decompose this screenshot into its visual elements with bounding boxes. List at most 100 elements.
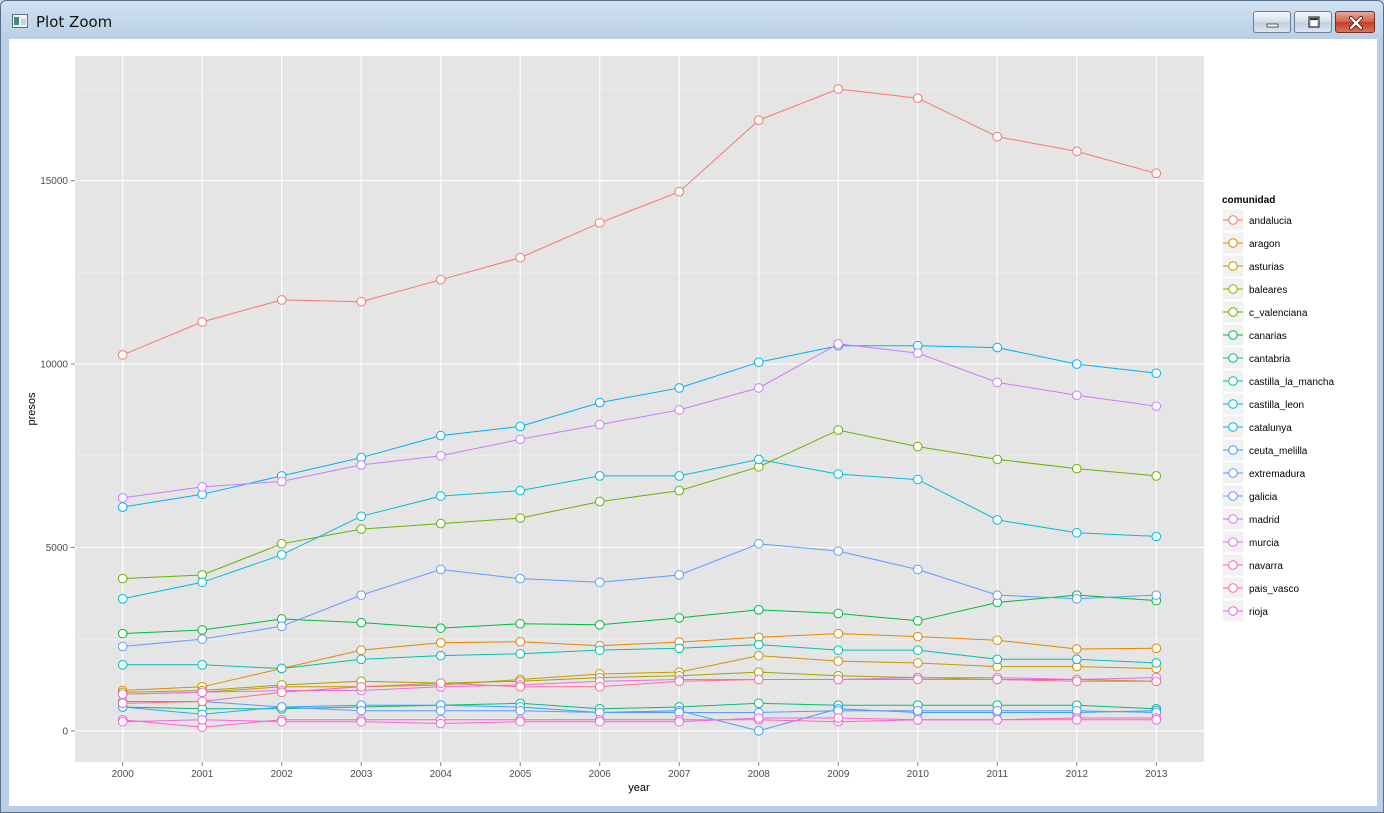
- series-pais-vasco: [117, 674, 1162, 709]
- legend-label: rioja: [1249, 607, 1268, 618]
- data-point: [912, 705, 923, 716]
- data-point: [276, 295, 287, 305]
- data-point: [1151, 531, 1162, 542]
- series-galicia: [117, 538, 1162, 652]
- data-point: [753, 726, 764, 736]
- legend-key-point: [1228, 353, 1238, 363]
- title-bar[interactable]: Plot Zoom: [1, 1, 1383, 41]
- data-point: [992, 674, 1003, 685]
- data-point: [276, 716, 287, 727]
- legend-label: pais_vasco: [1249, 584, 1299, 595]
- data-point: [356, 705, 367, 716]
- data-point: [435, 491, 446, 501]
- data-point: [674, 186, 685, 197]
- data-point: [435, 623, 446, 633]
- data-point: [674, 570, 685, 580]
- legend-label: baleares: [1249, 285, 1287, 296]
- data-point: [515, 252, 526, 263]
- legend: andalucia aragon asturias baleares c_valenci…: [1221, 208, 1334, 623]
- data-point: [992, 590, 1003, 600]
- data-point: [912, 93, 923, 103]
- data-point: [594, 645, 605, 655]
- data-point: [674, 471, 685, 481]
- legend-label: c_valenciana: [1249, 308, 1308, 319]
- data-point: [356, 511, 367, 522]
- data-point: [912, 474, 923, 485]
- data-point: [197, 687, 208, 698]
- data-point: [1151, 168, 1162, 179]
- data-point: [117, 698, 128, 709]
- data-point: [356, 590, 367, 600]
- data-point: [753, 383, 764, 393]
- data-point: [276, 621, 287, 632]
- data-point: [197, 625, 208, 635]
- close-button[interactable]: [1335, 11, 1375, 33]
- data-point: [674, 643, 685, 654]
- data-point: [753, 639, 764, 650]
- legend-item-asturias: asturias: [1221, 254, 1284, 278]
- x-tick-label: 2005: [509, 769, 532, 780]
- x-tick-label: 2009: [827, 769, 850, 780]
- y-axis-title: presos: [26, 392, 38, 426]
- data-point: [594, 577, 605, 588]
- data-point: [515, 716, 526, 727]
- series-line: [122, 345, 1157, 508]
- legend-item-baleares: baleares: [1221, 277, 1287, 301]
- data-point: [674, 405, 685, 415]
- data-point: [117, 350, 128, 360]
- data-point: [912, 645, 923, 655]
- data-point: [117, 641, 128, 652]
- legend-item-extremadura: extremadura: [1221, 461, 1306, 485]
- legend-label: navarra: [1249, 561, 1283, 572]
- data-point: [753, 115, 764, 125]
- data-point: [753, 538, 764, 549]
- minimize-button[interactable]: [1253, 11, 1291, 33]
- data-point: [674, 383, 685, 393]
- data-point: [117, 593, 128, 604]
- data-point: [197, 634, 208, 644]
- y-tick-label: 10000: [40, 360, 68, 371]
- legend-key-point: [1228, 261, 1238, 271]
- panel-background: [75, 56, 1204, 762]
- data-point: [912, 441, 923, 452]
- data-point: [515, 421, 526, 432]
- legend-label: canarias: [1249, 331, 1287, 342]
- grid-lines: [75, 56, 1204, 762]
- x-tick-label: 2000: [112, 769, 135, 780]
- data-point: [833, 656, 844, 666]
- legend-key-point: [1228, 330, 1238, 340]
- legend-label: asturias: [1249, 262, 1284, 273]
- data-point: [435, 650, 446, 661]
- legend-item-catalunya: catalunya: [1221, 415, 1292, 439]
- data-point: [117, 628, 128, 639]
- x-tick-label: 2013: [1145, 769, 1168, 780]
- data-point: [833, 469, 844, 479]
- data-point: [992, 654, 1003, 665]
- series-castilla-la-mancha: [117, 639, 1162, 674]
- data-point: [992, 377, 1003, 388]
- data-point: [1151, 676, 1162, 687]
- data-point: [515, 682, 526, 692]
- data-point: [1071, 359, 1082, 369]
- maximize-button[interactable]: [1294, 11, 1332, 33]
- series-line: [122, 633, 1157, 691]
- data-point: [435, 450, 446, 461]
- maximize-icon: [1308, 16, 1320, 28]
- data-point: [435, 564, 446, 575]
- data-point: [992, 454, 1003, 465]
- data-point: [435, 705, 446, 716]
- data-point: [356, 654, 367, 665]
- legend-item-c-valenciana: c_valenciana: [1221, 300, 1308, 324]
- legend-key-point: [1228, 238, 1238, 248]
- x-tick-label: 2004: [430, 769, 453, 780]
- data-point: [276, 538, 287, 549]
- data-point: [992, 635, 1003, 646]
- legend-item-aragon: aragon: [1221, 231, 1280, 255]
- legend-label: aragon: [1249, 239, 1280, 250]
- data-point: [594, 419, 605, 430]
- data-point: [276, 663, 287, 674]
- data-point: [992, 342, 1003, 353]
- data-point: [117, 660, 128, 670]
- y-tick-label: 5000: [46, 543, 69, 554]
- legend-item-castilla-leon: castilla_leon: [1221, 392, 1304, 416]
